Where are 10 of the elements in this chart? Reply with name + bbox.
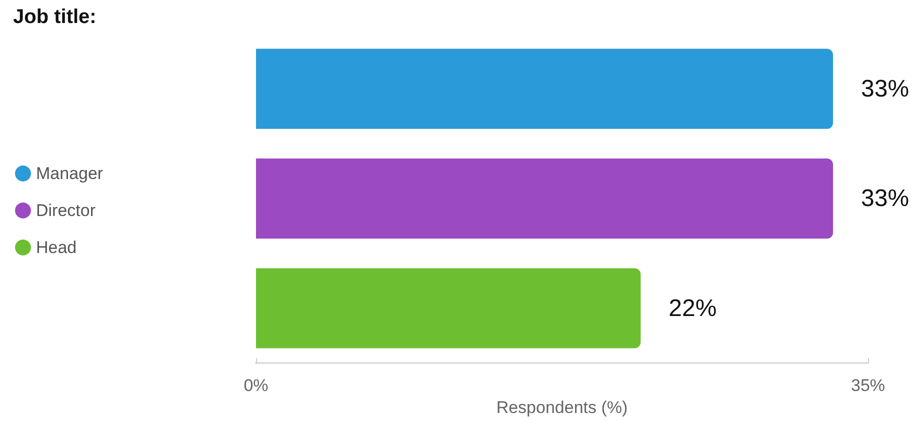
- x-tick-label: 35%: [850, 376, 886, 396]
- data-label: 33%: [861, 185, 910, 212]
- legend-label: Head: [36, 238, 77, 257]
- x-axis-title: Respondents (%): [496, 398, 628, 417]
- legend-label: Director: [36, 201, 96, 220]
- legend-label: Manager: [36, 164, 104, 183]
- data-label: 33%: [861, 75, 910, 102]
- text: Job title:: [13, 6, 96, 28]
- x-tick-label: 0%: [244, 376, 268, 396]
- data-label: 22%: [668, 294, 717, 322]
